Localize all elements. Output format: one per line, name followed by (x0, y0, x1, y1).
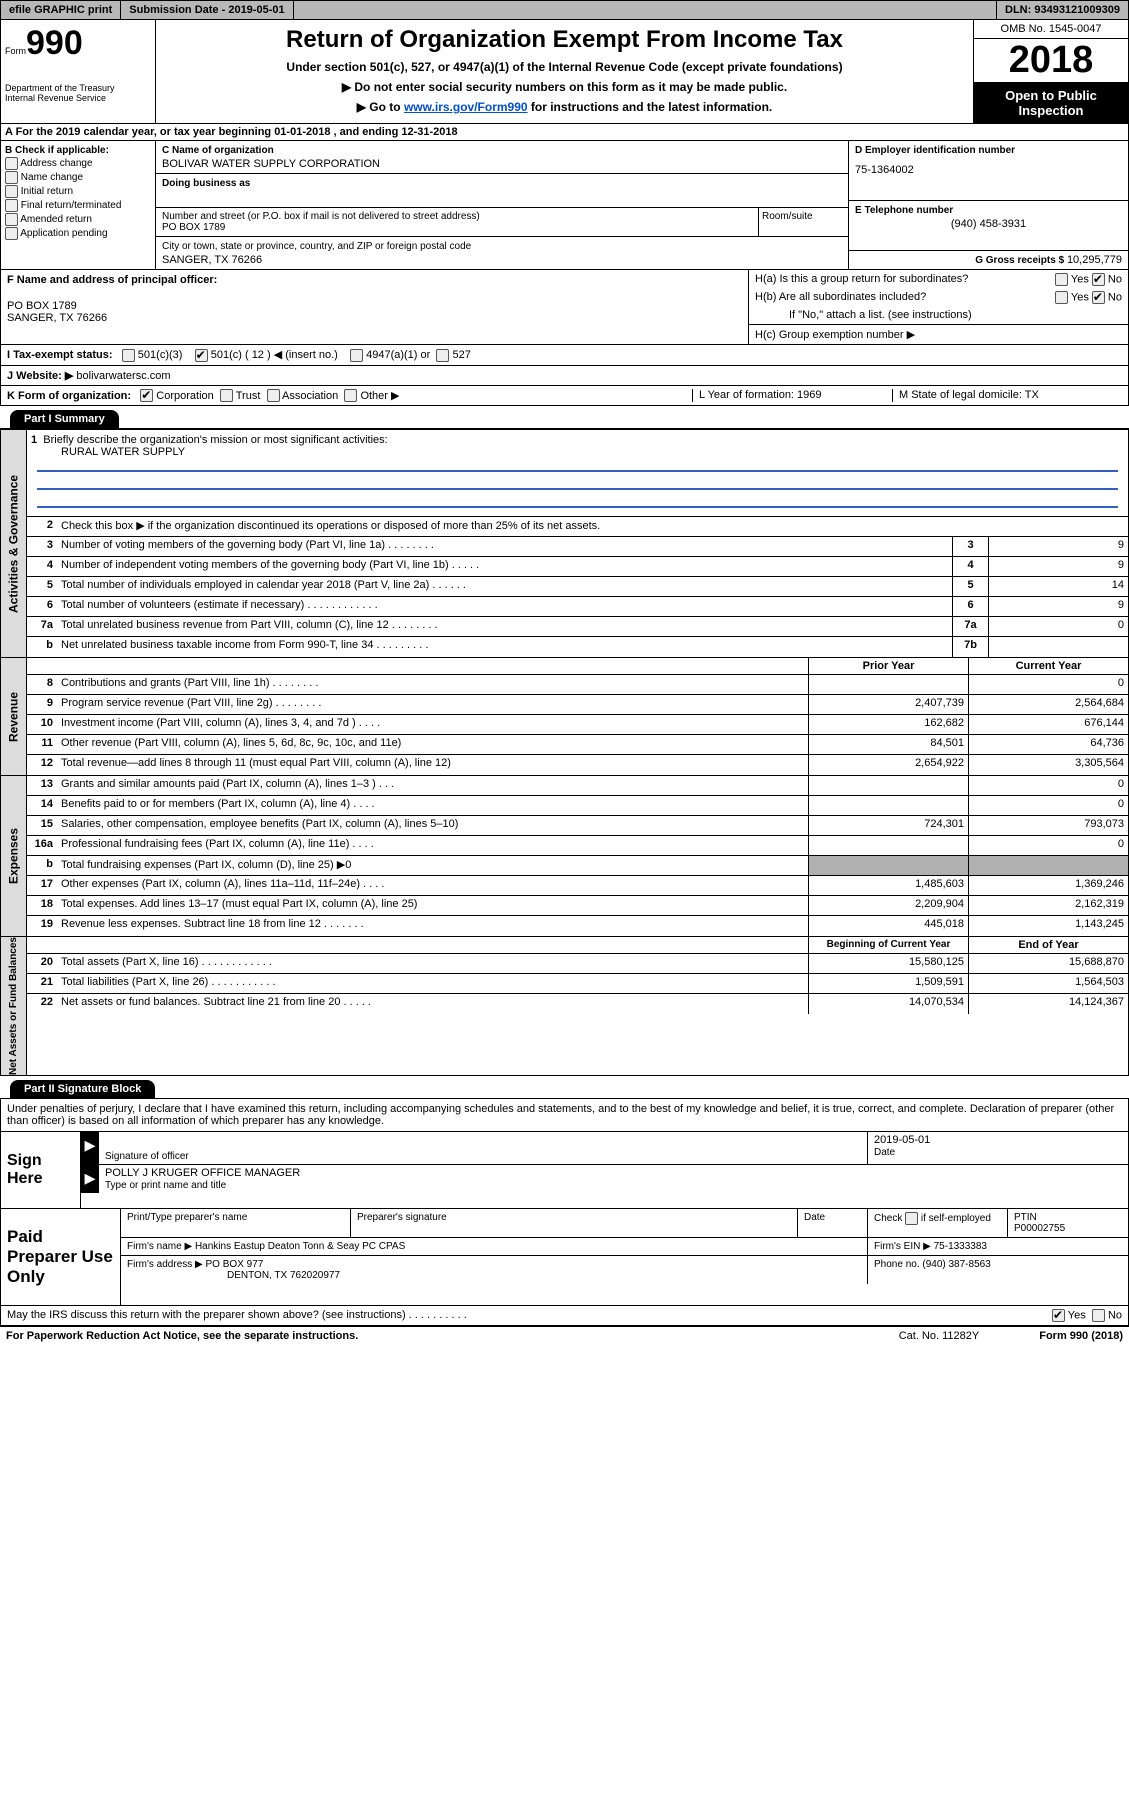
sign-arrow-icon: ▸ (81, 1132, 99, 1164)
ein-box: D Employer identification number 75-1364… (849, 141, 1128, 201)
principal-officer: F Name and address of principal officer:… (1, 270, 748, 344)
discuss-row: May the IRS discuss this return with the… (1, 1305, 1128, 1325)
cb-initial-return[interactable]: Initial return (5, 185, 151, 198)
col-b-checkboxes: B Check if applicable: Address change Na… (1, 141, 156, 269)
side-governance: Activities & Governance (1, 430, 27, 657)
omb-number: OMB No. 1545-0047 (974, 20, 1128, 39)
sign-arrow-icon-2: ▸ (81, 1165, 99, 1193)
side-revenue: Revenue (1, 658, 27, 775)
firm-ein: 75-1333383 (934, 1241, 987, 1252)
submission-date: Submission Date - 2019-05-01 (121, 1, 293, 19)
col-d-right: D Employer identification number 75-1364… (848, 141, 1128, 269)
street-row: Number and street (or P.O. box if mail i… (156, 208, 848, 237)
year-box: OMB No. 1545-0047 2018 Open to Public In… (973, 20, 1128, 123)
dept-label: Department of the Treasury Internal Reve… (5, 83, 151, 103)
k-row: K Form of organization: Corporation Trus… (0, 386, 1129, 407)
form-id-box: Form990 Department of the Treasury Inter… (1, 20, 156, 123)
dln: DLN: 93493121009309 (996, 1, 1128, 19)
phone-value: (940) 458-3931 (855, 218, 1122, 230)
h-a: H(a) Is this a group return for subordin… (749, 270, 1128, 288)
section-bcd: B Check if applicable: Address change Na… (0, 141, 1129, 270)
h-c: H(c) Group exemption number ▶ (749, 324, 1128, 344)
subtitle-1: Under section 501(c), 527, or 4947(a)(1)… (162, 60, 967, 74)
irs-link[interactable]: www.irs.gov/Form990 (404, 100, 528, 114)
form-header: Form990 Department of the Treasury Inter… (0, 20, 1129, 124)
cb-amended[interactable]: Amended return (5, 213, 151, 226)
sign-here-row: Sign Here ▸ Signature of officer 2019-05… (1, 1131, 1128, 1208)
state-domicile: M State of legal domicile: TX (892, 389, 1122, 403)
cb-final-return[interactable]: Final return/terminated (5, 199, 151, 212)
h-group: H(a) Is this a group return for subordin… (748, 270, 1128, 344)
firm-name: Hankins Eastup Deaton Tonn & Seay PC CPA… (195, 1241, 405, 1252)
cb-name-change[interactable]: Name change (5, 171, 151, 184)
paid-preparer-label: Paid Preparer Use Only (1, 1209, 121, 1305)
summary-governance: Activities & Governance 1 Briefly descri… (0, 429, 1129, 658)
year-formation: L Year of formation: 1969 (692, 389, 892, 403)
signature-block: Under penalties of perjury, I declare th… (0, 1099, 1129, 1326)
dba-box: Doing business as (156, 174, 848, 208)
part-i-header-row: Part I Summary (0, 406, 1129, 429)
part-i-header: Part I Summary (10, 410, 119, 428)
tax-year: 2018 (974, 39, 1128, 83)
section-fh: F Name and address of principal officer:… (0, 270, 1129, 345)
firm-phone: (940) 387-8563 (922, 1259, 990, 1270)
main-title: Return of Organization Exempt From Incom… (162, 26, 967, 54)
officer-name: POLLY J KRUGER OFFICE MANAGER (105, 1167, 300, 1179)
website-value[interactable]: bolivarwatersc.com (76, 370, 170, 382)
gross-receipts-box: G Gross receipts $ 10,295,779 (849, 251, 1128, 269)
ein-value: 75-1364002 (855, 164, 1122, 176)
part-ii-header-row: Part II Signature Block (0, 1076, 1129, 1099)
page-footer: For Paperwork Reduction Act Notice, see … (0, 1326, 1129, 1345)
city-state-zip: SANGER, TX 76266 (162, 254, 842, 266)
h-b: H(b) Are all subordinates included? Yes … (749, 288, 1128, 306)
subtitle-2: ▶ Do not enter social security numbers o… (162, 80, 967, 94)
ptin: P00002755 (1014, 1223, 1065, 1234)
summary-revenue: Revenue Prior YearCurrent Year 8Contribu… (0, 658, 1129, 776)
city-box: City or town, state or province, country… (156, 237, 848, 269)
cb-address-change[interactable]: Address change (5, 157, 151, 170)
gross-receipts: 10,295,779 (1067, 254, 1122, 266)
phone-box: E Telephone number (940) 458-3931 (849, 201, 1128, 251)
tax-exempt-status: I Tax-exempt status: 501(c)(3) 501(c) ( … (0, 345, 1129, 366)
h-ifno: If "No," attach a list. (see instruction… (749, 306, 1128, 324)
sign-here-label: Sign Here (1, 1132, 81, 1208)
row-a-period: A For the 2019 calendar year, or tax yea… (0, 124, 1129, 141)
po-box: PO BOX 1789 (162, 222, 225, 233)
side-expenses: Expenses (1, 776, 27, 936)
paid-preparer-row: Paid Preparer Use Only Print/Type prepar… (1, 1208, 1128, 1305)
summary-expenses: Expenses 13Grants and similar amounts pa… (0, 776, 1129, 937)
mission-text: RURAL WATER SUPPLY (61, 446, 1124, 458)
part-ii-header: Part II Signature Block (10, 1080, 155, 1098)
website-row: J Website: ▶ bolivarwatersc.com (0, 366, 1129, 386)
org-name-box: C Name of organization BOLIVAR WATER SUP… (156, 141, 848, 174)
top-bar: efile GRAPHIC print Submission Date - 20… (0, 0, 1129, 20)
summary-netassets: Net Assets or Fund Balances Beginning of… (0, 937, 1129, 1076)
cb-app-pending[interactable]: Application pending (5, 227, 151, 240)
subtitle-3: ▶ Go to www.irs.gov/Form990 for instruct… (162, 100, 967, 114)
efile-label[interactable]: efile GRAPHIC print (1, 1, 121, 19)
col-c-org: C Name of organization BOLIVAR WATER SUP… (156, 141, 848, 269)
title-box: Return of Organization Exempt From Incom… (156, 20, 973, 123)
open-public-badge: Open to Public Inspection (974, 83, 1128, 123)
room-suite: Room/suite (758, 208, 848, 236)
perjury-text: Under penalties of perjury, I declare th… (1, 1099, 1128, 1131)
side-netassets: Net Assets or Fund Balances (1, 937, 27, 1075)
form-number: 990 (26, 24, 83, 62)
org-name: BOLIVAR WATER SUPPLY CORPORATION (162, 158, 842, 170)
